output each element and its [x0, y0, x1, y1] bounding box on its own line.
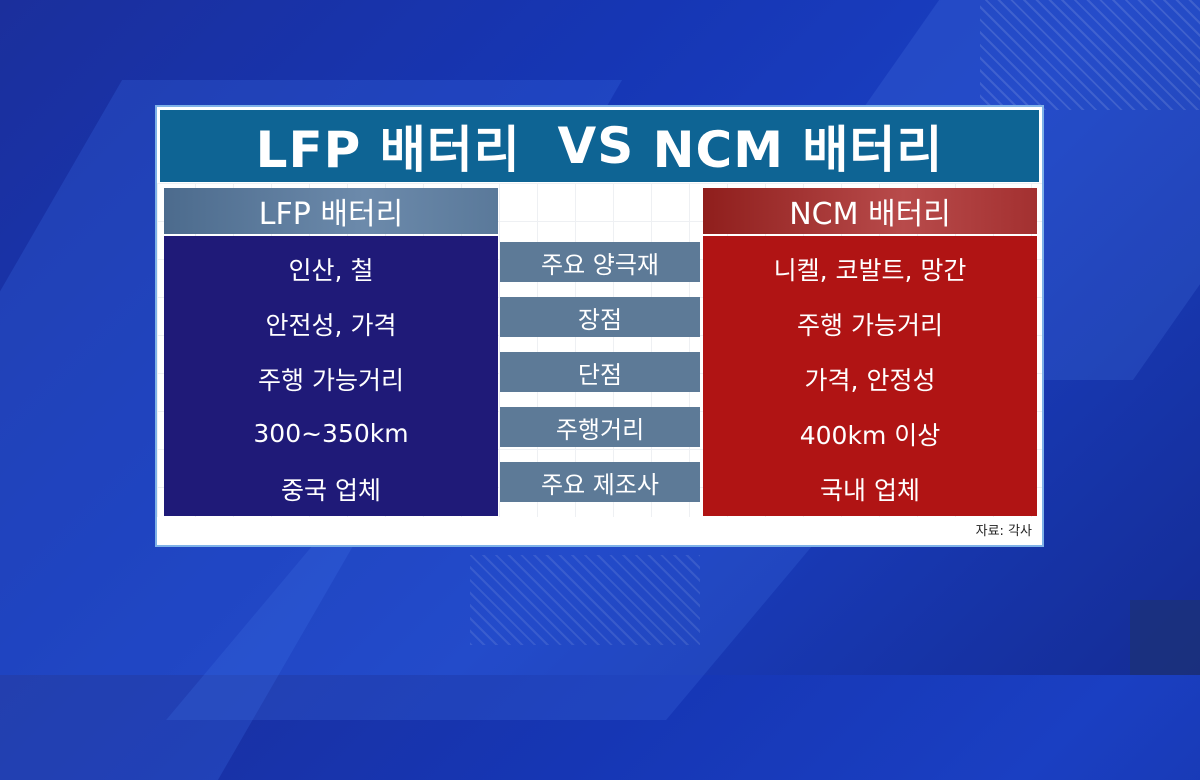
- page-title: LFP 배터리 VS NCM 배터리: [160, 110, 1039, 182]
- lfp-cell-pros: 안전성, 가격: [265, 310, 397, 340]
- category-label-makers: 주요 제조사: [500, 462, 700, 502]
- ncm-cell-cons: 가격, 안정성: [804, 365, 936, 395]
- background-stripes: [470, 555, 700, 645]
- category-label-cons: 단점: [500, 352, 700, 392]
- lfp-cell-cons: 주행 가능거리: [258, 365, 404, 395]
- lfp-column-header: LFP 배터리: [164, 188, 498, 234]
- background-stripes: [980, 0, 1200, 110]
- comparison-panel: LFP 배터리 VS NCM 배터리 LFP 배터리 NCM 배터리 인산, 철…: [157, 107, 1042, 545]
- lfp-column: 인산, 철 안전성, 가격 주행 가능거리 300~350km 중국 업체: [164, 236, 498, 516]
- ncm-cell-pros: 주행 가능거리: [797, 310, 943, 340]
- ncm-column: 니켈, 코발트, 망간 주행 가능거리 가격, 안정성 400km 이상 국내 …: [703, 236, 1037, 516]
- ncm-cell-cathode: 니켈, 코발트, 망간: [773, 255, 967, 285]
- category-label-cathode: 주요 양극재: [500, 242, 700, 282]
- lfp-cell-makers: 중국 업체: [281, 475, 381, 505]
- category-label-range: 주행거리: [500, 407, 700, 447]
- ncm-column-header: NCM 배터리: [703, 188, 1037, 234]
- ncm-cell-makers: 국내 업체: [820, 475, 920, 505]
- background-shape: [166, 520, 834, 720]
- lfp-cell-range: 300~350km: [253, 419, 409, 448]
- background-shape: [1130, 600, 1200, 675]
- lfp-cell-cathode: 인산, 철: [288, 255, 374, 285]
- source-note: 자료: 각사: [975, 524, 1032, 539]
- category-label-pros: 장점: [500, 297, 700, 337]
- title-vs: VS: [557, 117, 635, 175]
- ncm-cell-range: 400km 이상: [799, 420, 941, 450]
- title-right: NCM 배터리: [652, 121, 944, 179]
- title-left: LFP 배터리: [255, 121, 521, 179]
